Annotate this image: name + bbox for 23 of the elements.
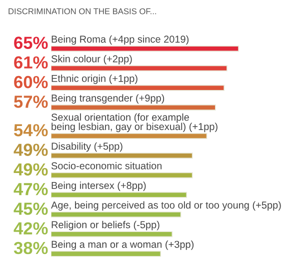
data-label: 42% [14,222,48,234]
data-label: 49% [14,144,48,156]
y-tick-label: Disability (+5pp) [52,142,122,152]
y-tick-label: Socio-economic situation [51,162,162,170]
data-label: 57% [14,96,48,108]
data-label: 49% [14,163,48,176]
y-tick-label: Religion or beliefs (-5pp) [52,220,160,230]
chart-title: DISCRIMINATION ON THE BASIS OF... [8,8,156,14]
data-label: 54% [14,124,48,136]
y-tick-label: Being transgender (+9pp) [52,94,164,104]
data-label: 65% [14,36,48,49]
y-tick-label: Being intersex (+8pp) [52,182,146,191]
data-label: 60% [14,76,48,88]
y-tick-label: Ethnic origin (+1pp) [52,74,138,84]
data-label: 45% [14,202,48,215]
data-label: 61% [14,56,48,69]
data-label: 38% [14,242,48,254]
data-label: 47% [14,182,48,196]
y-tick-label: Being a man or a woman (+3pp) [52,240,194,250]
y-tick-label: Skin colour (+2pp) [51,55,132,64]
y-tick-label: Age, being perceived as too old or too young (+5pp) [51,201,281,211]
y-tick-label: Sexual orientation (for example being lesbian, gay or bisexual) (+1pp) [51,113,218,132]
y-tick-label: Being Roma (+4pp since 2019) [52,35,189,45]
